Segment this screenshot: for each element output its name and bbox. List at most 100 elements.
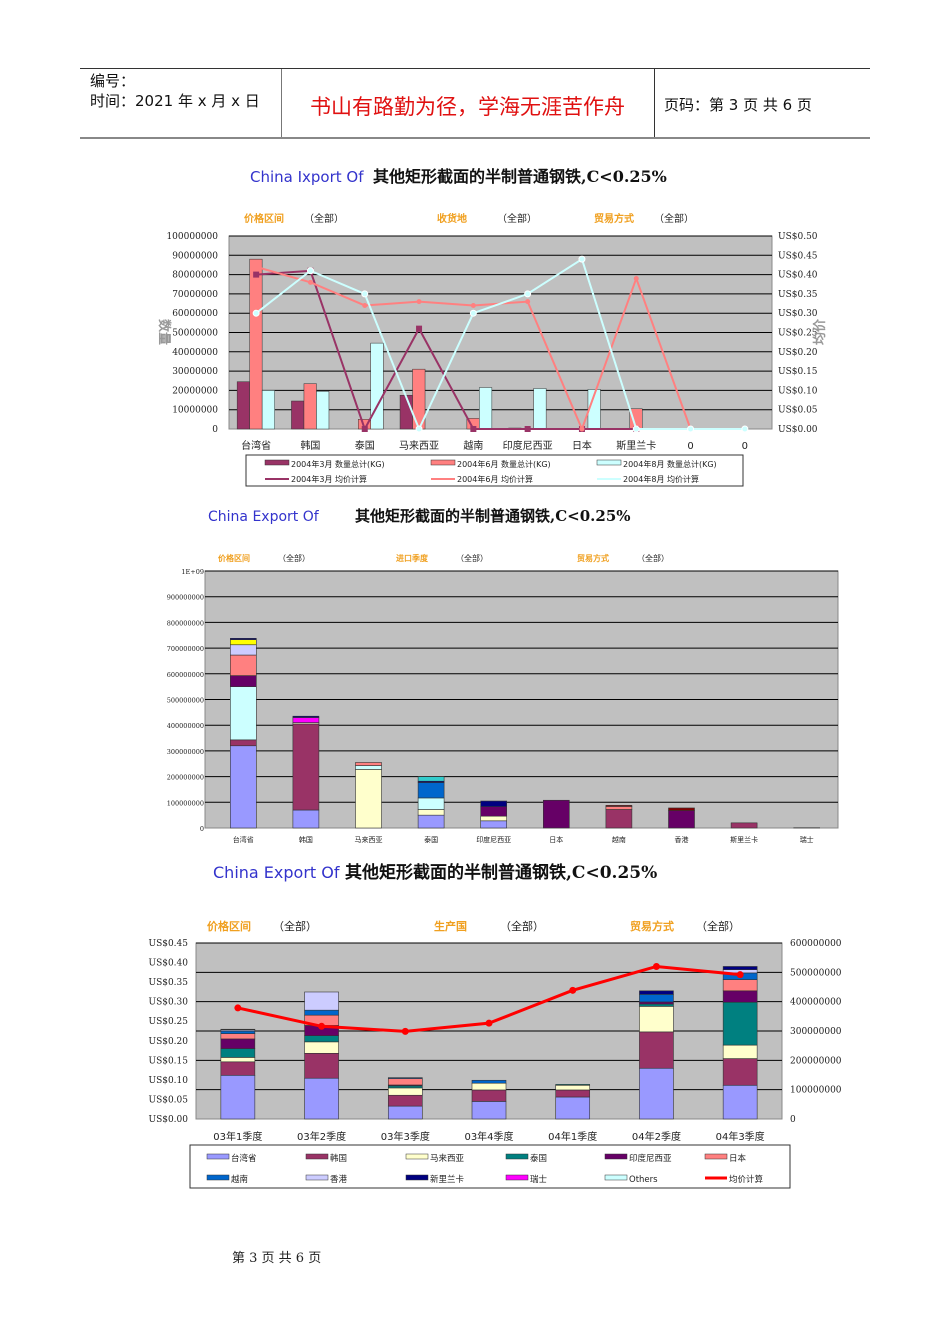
x-tick-label: 斯里兰卡 bbox=[616, 439, 656, 452]
page-footer: 第 3 页 共 6 页 bbox=[232, 1251, 322, 1266]
legend-box bbox=[189, 1144, 791, 1189]
line-marker bbox=[361, 290, 369, 298]
bar bbox=[249, 258, 263, 430]
stacked-bar-segment bbox=[387, 1078, 423, 1086]
y-tick-label: 300000000 bbox=[790, 1027, 842, 1037]
stacked-bar-segment bbox=[555, 1096, 591, 1120]
stacked-bar-segment bbox=[304, 1041, 339, 1054]
legend-swatch bbox=[305, 1174, 329, 1181]
legend-label: Others bbox=[629, 1175, 658, 1185]
stacked-bar-segment bbox=[304, 1009, 339, 1016]
stacked-bar-segment bbox=[292, 715, 320, 718]
chart-title-cn: 其他矩形截面的半制普通钢铁,C<0.25% bbox=[345, 862, 657, 883]
bar bbox=[533, 388, 547, 430]
stacked-bar-segment bbox=[722, 1044, 758, 1059]
legend-label: 马来西亚 bbox=[430, 1154, 465, 1164]
stacked-bar-segment bbox=[668, 810, 695, 829]
y2-tick-label: US$0.05 bbox=[778, 406, 818, 416]
legend-swatch bbox=[604, 1174, 628, 1181]
line-marker bbox=[253, 264, 259, 270]
line-marker bbox=[306, 267, 314, 275]
stacked-bar-segment bbox=[417, 809, 445, 816]
y-tick-label: 10000000 bbox=[172, 406, 218, 416]
legend-swatch bbox=[505, 1153, 529, 1160]
line-marker bbox=[633, 275, 639, 281]
y-tick-label: 900000000 bbox=[167, 594, 204, 602]
y-tick-label: 40000000 bbox=[172, 348, 218, 358]
y2-tick-label: US$0.50 bbox=[778, 232, 818, 242]
y-tick-label: 60000000 bbox=[172, 309, 218, 319]
stacked-bar-segment bbox=[230, 639, 257, 646]
y-tick-label: 400000000 bbox=[790, 998, 842, 1008]
stacked-bar-segment bbox=[639, 1001, 674, 1005]
stacked-bar-segment bbox=[387, 1105, 423, 1120]
chart-title-en: China Ixport Of bbox=[250, 168, 364, 186]
y2-tick-label: US$0.40 bbox=[778, 271, 818, 281]
y-tick-label: 80000000 bbox=[172, 271, 218, 281]
stacked-bar-segment bbox=[471, 1101, 507, 1120]
y2-tick-label: US$0.00 bbox=[778, 425, 818, 435]
y2-tick-label: US$0.15 bbox=[778, 367, 818, 377]
y-tick-label: 90000000 bbox=[172, 251, 218, 261]
price-line bbox=[256, 269, 637, 432]
stacked-bar-segment bbox=[304, 1077, 339, 1120]
y2-tick-label: US$0.45 bbox=[148, 939, 188, 949]
y-tick-label: 200000000 bbox=[167, 774, 204, 782]
stacked-bar-segment bbox=[220, 1061, 256, 1076]
filter-label: 价格区间 bbox=[218, 553, 250, 563]
stacked-bar-segment bbox=[555, 1084, 591, 1086]
legend-swatch bbox=[704, 1153, 728, 1160]
y2-tick-label: US$0.00 bbox=[148, 1115, 188, 1125]
y2-tick-label: US$0.20 bbox=[148, 1037, 188, 1047]
divider bbox=[281, 69, 282, 137]
filter-label: 价格区间 bbox=[244, 212, 284, 225]
header-meta: 编号： 时间：2021 年 x 月 x 日 bbox=[90, 71, 260, 111]
line-marker bbox=[687, 425, 695, 433]
line-marker bbox=[415, 425, 423, 433]
stacked-bar-segment bbox=[230, 644, 257, 656]
filter-value: （全部） bbox=[278, 553, 310, 563]
line-marker bbox=[401, 1027, 409, 1035]
chart-title-en: China Export Of bbox=[213, 863, 340, 882]
stacked-bar-segment bbox=[292, 723, 320, 811]
stacked-bar-segment bbox=[555, 1089, 591, 1098]
line-marker bbox=[362, 302, 368, 308]
x-tick-label: 0 bbox=[687, 441, 693, 452]
y2-tick-label: US$0.05 bbox=[148, 1095, 188, 1105]
legend-label: 2004年6月 均价计算 bbox=[457, 474, 533, 484]
stacked-bar-segment bbox=[292, 717, 320, 723]
y2-tick-label: US$0.25 bbox=[778, 329, 818, 339]
legend-label: 2004年3月 均价计算 bbox=[291, 474, 367, 484]
line-marker bbox=[578, 255, 586, 263]
x-tick-label: 韩国 bbox=[299, 835, 313, 844]
line-marker bbox=[361, 426, 368, 432]
legend-swatch bbox=[405, 1174, 429, 1181]
legend-swatch bbox=[505, 1174, 529, 1181]
y-tick-label: 100000000 bbox=[167, 799, 204, 807]
stacked-bar-segment bbox=[220, 1033, 256, 1040]
filter-label: 收货地 bbox=[437, 212, 467, 225]
y2-tick-label: US$0.30 bbox=[148, 998, 188, 1008]
line-marker bbox=[318, 1022, 326, 1030]
x-tick-label: 日本 bbox=[572, 439, 592, 452]
stacked-bar-segment bbox=[220, 1074, 256, 1120]
legend-label: 印度尼西亚 bbox=[629, 1153, 672, 1164]
line-marker bbox=[632, 425, 640, 433]
x-tick-label: 印度尼西亚 bbox=[476, 835, 511, 844]
stacked-bar-segment bbox=[230, 654, 257, 676]
bar bbox=[399, 394, 413, 430]
stacked-bar-segment bbox=[220, 1057, 256, 1063]
x-tick-label: 04年2季度 bbox=[632, 1130, 681, 1143]
line-marker bbox=[524, 290, 532, 298]
y-tick-label: 100000000 bbox=[790, 1086, 842, 1096]
x-tick-label: 马来西亚 bbox=[355, 836, 383, 844]
stacked-bar-segment bbox=[355, 762, 382, 766]
y2-tick-label: US$0.25 bbox=[148, 1017, 188, 1027]
y2-axis-label: 均价 bbox=[812, 318, 828, 345]
stacked-bar-segment bbox=[417, 776, 445, 782]
stacked-bar-segment bbox=[471, 1079, 507, 1084]
x-tick-label: 台湾省 bbox=[241, 439, 271, 452]
legend-swatch bbox=[405, 1153, 429, 1160]
stacked-bar-segment bbox=[639, 994, 674, 1003]
stacked-bar-segment bbox=[292, 809, 320, 829]
